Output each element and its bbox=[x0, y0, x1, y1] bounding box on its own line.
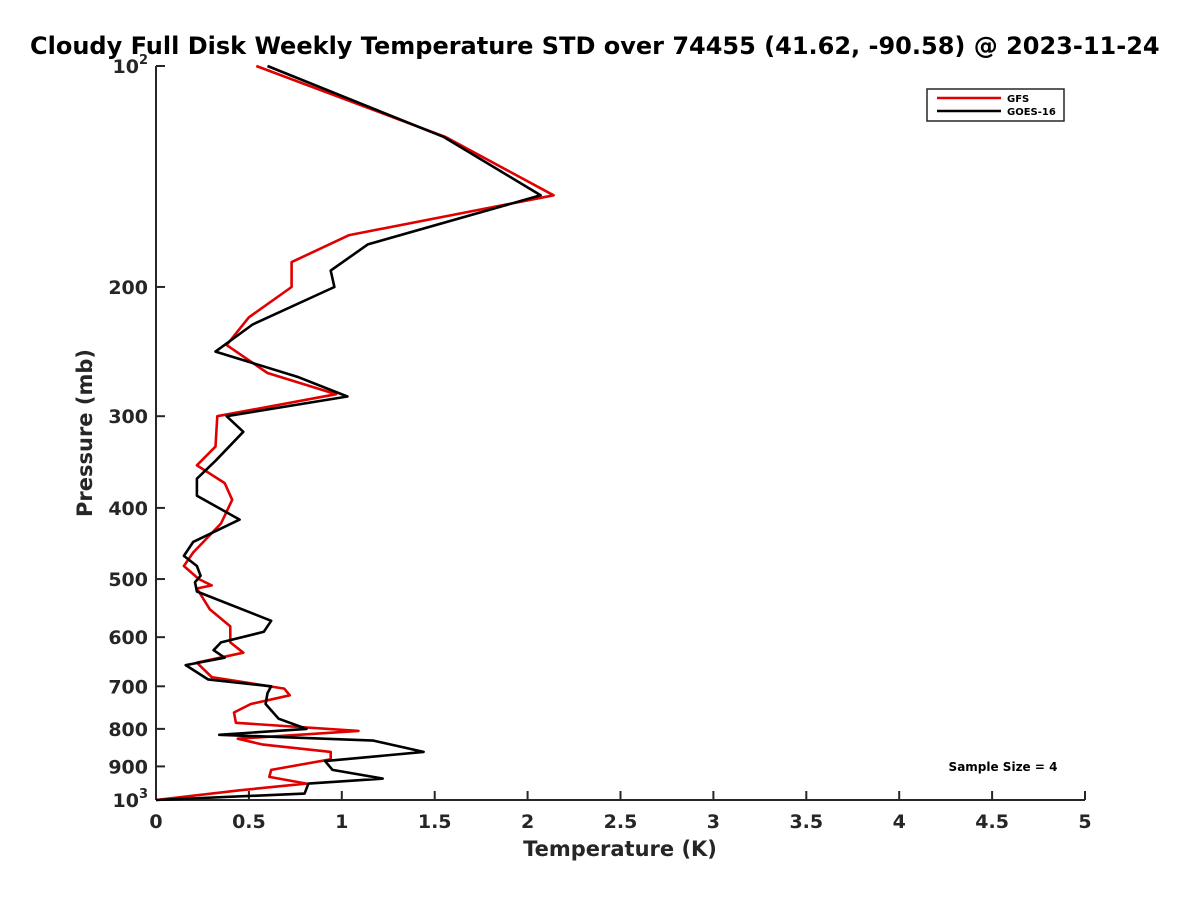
x-tick-label: 5 bbox=[1078, 811, 1091, 833]
legend-label: GFS bbox=[1007, 94, 1029, 105]
x-tick-label: 3 bbox=[707, 811, 720, 833]
y-tick-label: 300 bbox=[108, 406, 148, 428]
x-tick-label: 4.5 bbox=[975, 811, 1009, 833]
y-tick-label: 200 bbox=[108, 277, 148, 299]
y-tick-label: 800 bbox=[108, 719, 148, 741]
y-tick-label: 500 bbox=[108, 569, 148, 591]
x-tick-label: 0.5 bbox=[232, 811, 266, 833]
x-tick-label: 0 bbox=[149, 811, 162, 833]
legend: GFS GOES-16 bbox=[926, 88, 1065, 122]
y-axis-label: Pressure (mb) bbox=[73, 349, 97, 517]
y-tick-label: 600 bbox=[108, 627, 148, 649]
x-tick-label: 3.5 bbox=[789, 811, 823, 833]
y-tick-label: 103 bbox=[113, 787, 149, 812]
x-tick-label: 2 bbox=[521, 811, 534, 833]
axes: 0 0.5 1 1.5 2 2.5 3 3.5 4 4.5 5 102 200 300 400 500 600 7… bbox=[108, 53, 1091, 833]
x-tick-label: 2.5 bbox=[604, 811, 638, 833]
y-tick-label: 700 bbox=[108, 676, 148, 698]
x-axis-label: Temperature (K) bbox=[523, 837, 717, 861]
sample-size-annotation: Sample Size = 4 bbox=[949, 760, 1058, 774]
x-tick-label: 1.5 bbox=[418, 811, 452, 833]
y-tick-label: 900 bbox=[108, 756, 148, 778]
legend-label: GOES-16 bbox=[1007, 107, 1056, 118]
chart-title: Cloudy Full Disk Weekly Temperature STD … bbox=[30, 32, 1160, 60]
x-tick-label: 4 bbox=[893, 811, 906, 833]
y-tick-label: 400 bbox=[108, 498, 148, 520]
x-tick-label: 1 bbox=[335, 811, 348, 833]
series-lines bbox=[155, 64, 555, 802]
series-line-gfs bbox=[155, 64, 555, 802]
series-line-goes-16 bbox=[155, 64, 542, 802]
legend-box bbox=[926, 88, 1065, 122]
y-tick-label: 102 bbox=[113, 53, 149, 78]
